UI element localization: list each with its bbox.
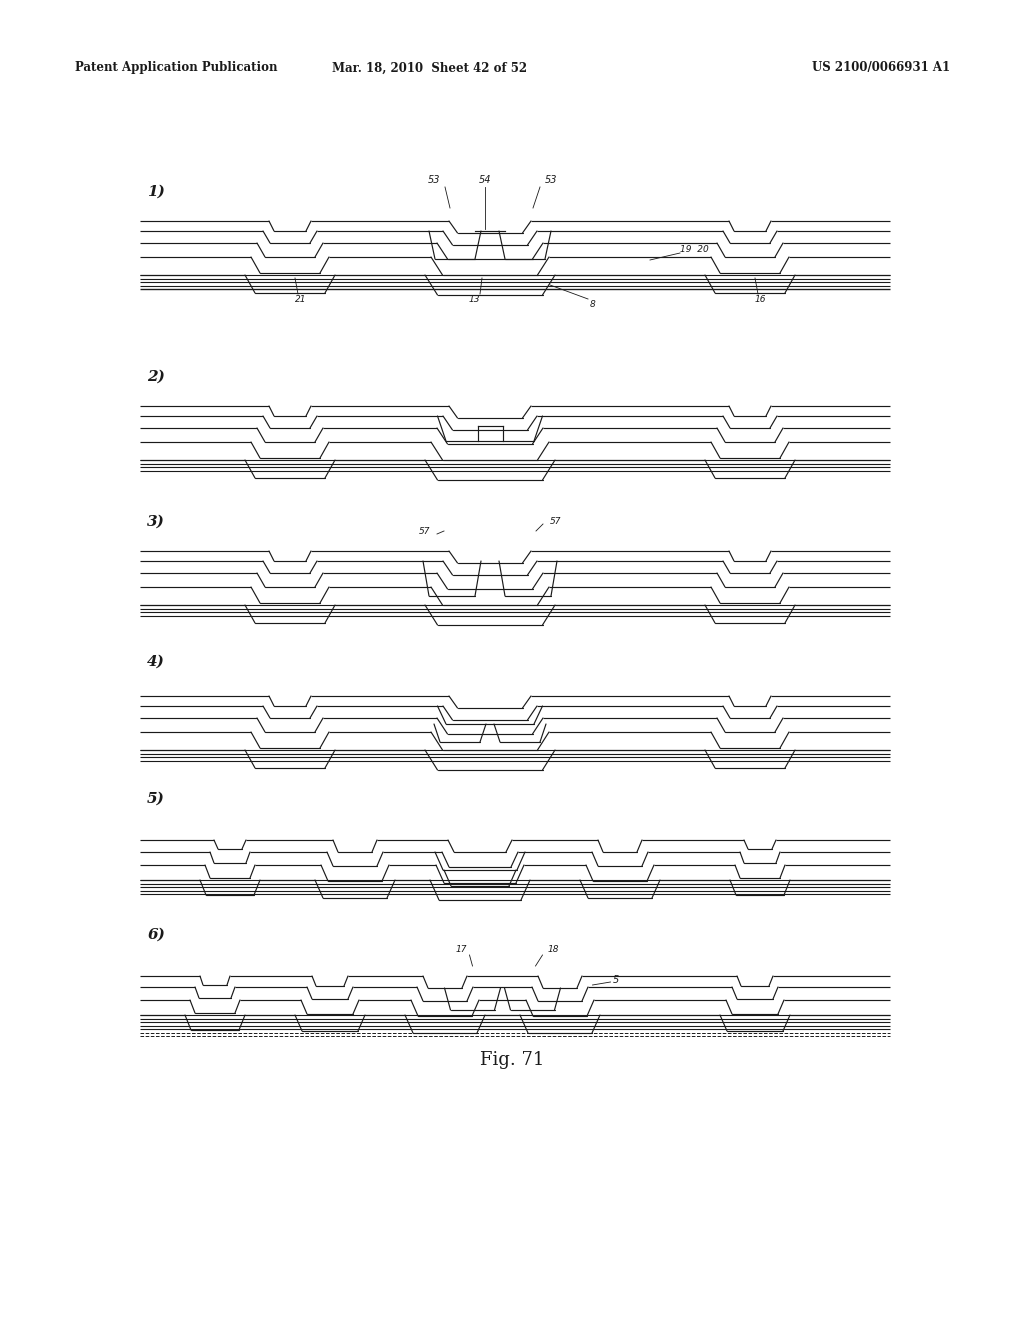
Text: 18: 18: [548, 945, 559, 954]
Text: 57: 57: [550, 516, 561, 525]
Text: 53: 53: [545, 176, 557, 185]
Text: 17: 17: [456, 945, 468, 954]
Text: 16: 16: [755, 294, 767, 304]
Text: 5: 5: [612, 975, 618, 985]
Text: 13: 13: [469, 294, 480, 304]
Text: 6): 6): [147, 928, 165, 942]
Text: 54: 54: [479, 176, 492, 185]
Text: Mar. 18, 2010  Sheet 42 of 52: Mar. 18, 2010 Sheet 42 of 52: [333, 62, 527, 74]
Text: 8: 8: [590, 300, 596, 309]
Text: 19  20: 19 20: [680, 246, 709, 255]
Text: US 2100/0066931 A1: US 2100/0066931 A1: [812, 62, 950, 74]
Text: 21: 21: [295, 294, 306, 304]
Text: 5): 5): [147, 792, 165, 807]
Text: 3): 3): [147, 515, 165, 529]
Text: Fig. 71: Fig. 71: [480, 1051, 544, 1069]
Text: 53: 53: [427, 176, 440, 185]
Text: 4): 4): [147, 655, 165, 669]
Text: 57: 57: [419, 527, 430, 536]
Text: 1): 1): [147, 185, 165, 199]
Text: 2): 2): [147, 370, 165, 384]
Text: Patent Application Publication: Patent Application Publication: [75, 62, 278, 74]
